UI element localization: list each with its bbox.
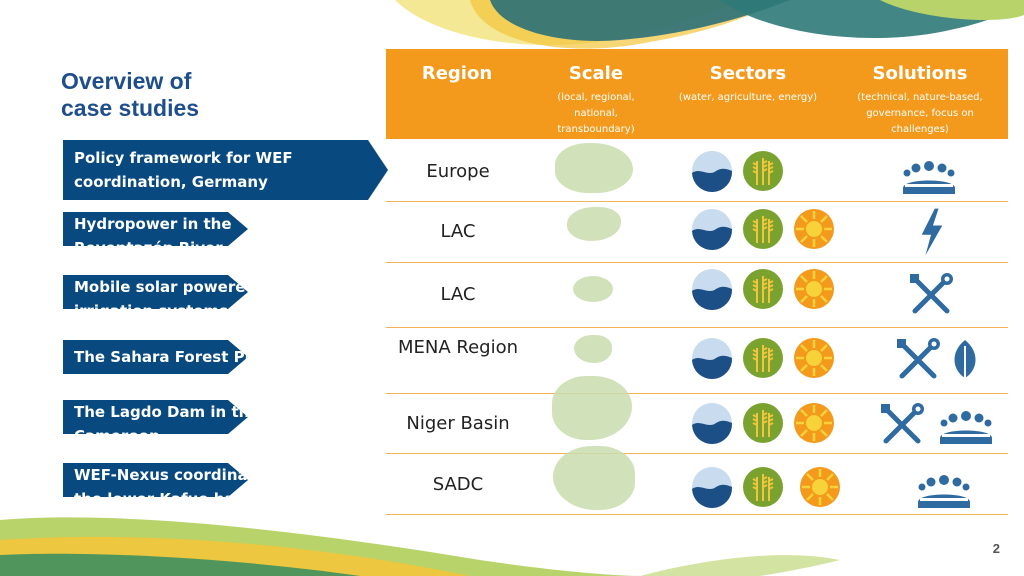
water-icon	[690, 465, 734, 509]
agriculture-icon	[741, 465, 785, 509]
scale-map-icon	[573, 276, 613, 302]
case-study-label: The Lagdo Dam in the Benue, Cameroon	[74, 403, 248, 421]
title-line-1: Overview of	[61, 68, 192, 94]
region-cell: SADC	[432, 474, 484, 495]
scale-map-icon	[555, 143, 633, 193]
case-study-label: Hydropower in the Reventazón River, Cost…	[74, 215, 232, 233]
case-study-label: Policy framework for WEF coordination, G…	[74, 149, 293, 191]
scale-map-icon	[574, 335, 612, 363]
agriculture-icon	[741, 267, 785, 311]
header-scale-sub: (local, regional, national, transboundar…	[557, 92, 635, 135]
scale-map-icon	[553, 446, 635, 510]
region-cell: MENA Region	[397, 337, 519, 358]
page-title: Overview of case studies	[61, 68, 199, 122]
energy-icon	[798, 465, 842, 509]
agriculture-icon	[741, 207, 785, 251]
header-solutions-label: Solutions	[872, 63, 968, 84]
header-scale-label: Scale	[568, 63, 624, 84]
case-study-germany[interactable]: Policy framework for WEF coordination, G…	[63, 140, 388, 200]
energy-icon	[792, 207, 836, 251]
case-study-cameroon[interactable]: The Lagdo Dam in the Benue, Cameroon	[63, 400, 248, 434]
energy-icon	[792, 267, 836, 311]
header-sectors-label: Sectors	[709, 63, 787, 84]
page-number: 2	[992, 541, 1000, 556]
water-icon	[690, 336, 734, 380]
energy-icon	[792, 401, 836, 445]
region-cell: Europe	[426, 161, 490, 182]
energy-icon	[792, 336, 836, 380]
agriculture-icon	[741, 401, 785, 445]
row-divider	[386, 262, 1008, 263]
leaf-icon	[950, 338, 980, 382]
row-divider	[386, 393, 1008, 394]
case-study-label: Mobile solar powered irrigation systems …	[74, 278, 246, 296]
water-icon	[690, 207, 734, 251]
case-study-label: WEF-Nexus coordination in the lower Kafu…	[74, 466, 248, 484]
tools-icon	[909, 273, 953, 317]
table-header: Region Scale (local, regional, national, …	[386, 49, 1008, 139]
case-study-costa-rica[interactable]: Hydropower in the Reventazón River, Cost…	[63, 212, 248, 246]
tools-icon	[880, 403, 924, 447]
header-region-label: Region	[421, 63, 493, 84]
region-cell: LAC	[440, 284, 476, 305]
header-sectors: Sectors (water, agriculture, energy)	[674, 63, 822, 106]
header-solutions: Solutions (technical, nature-based, gover…	[844, 63, 996, 138]
governance-icon	[903, 158, 955, 194]
agriculture-icon	[741, 336, 785, 380]
case-study-label: The Sahara Forest Project	[74, 348, 245, 366]
governance-icon	[940, 408, 992, 444]
tools-icon	[896, 338, 940, 382]
agriculture-icon	[741, 149, 785, 193]
row-divider	[386, 514, 1008, 515]
water-icon	[690, 267, 734, 311]
header-region: Region	[406, 63, 508, 84]
case-study-bolivia[interactable]: Mobile solar powered irrigation systems …	[63, 275, 248, 309]
case-study-zambia[interactable]: WEF-Nexus coordination in the lower Kafu…	[63, 463, 248, 497]
scale-map-icon	[552, 376, 632, 440]
header-scale: Scale (local, regional, national, transbo…	[546, 63, 646, 138]
title-line-2: case studies	[61, 95, 200, 121]
header-sectors-sub: (water, agriculture, energy)	[678, 92, 818, 103]
water-icon	[690, 149, 734, 193]
row-divider	[386, 453, 1008, 454]
lightning-icon	[918, 208, 946, 256]
scale-map-icon	[567, 207, 621, 241]
row-divider	[386, 327, 1008, 328]
governance-icon	[918, 472, 970, 508]
case-study-sahara[interactable]: The Sahara Forest Project	[63, 340, 248, 374]
header-solutions-sub: (technical, nature-based, governance, fo…	[857, 92, 983, 135]
region-cell: LAC	[440, 221, 476, 242]
row-divider	[386, 201, 1008, 202]
region-cell: Niger Basin	[406, 413, 510, 434]
water-icon	[690, 401, 734, 445]
